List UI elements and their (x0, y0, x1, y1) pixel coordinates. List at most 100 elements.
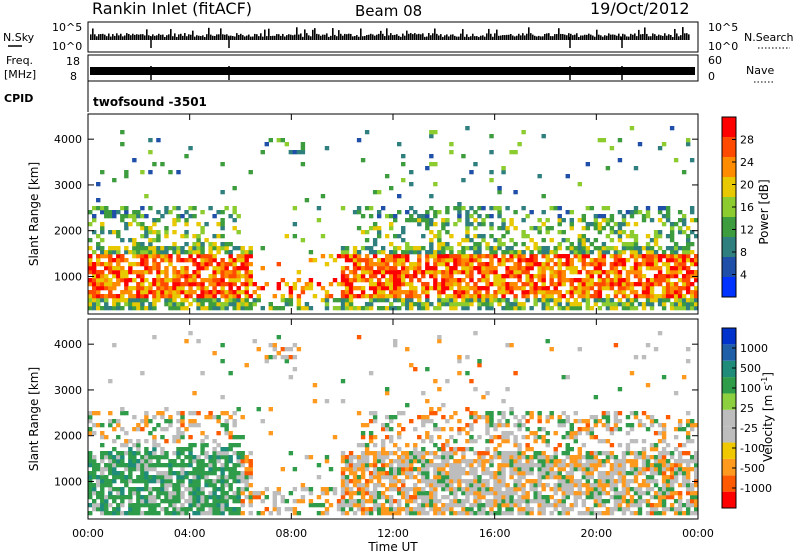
rti-cell (541, 435, 546, 440)
nsky-bar (578, 36, 580, 40)
rti-cell (665, 483, 671, 488)
rti-cell (453, 451, 458, 456)
rti-cell (449, 302, 454, 307)
rti-cell (517, 503, 522, 508)
rti-cell (348, 499, 354, 504)
rti-cell (593, 294, 599, 299)
rti-cell (689, 491, 695, 496)
rti-cell (661, 274, 667, 279)
nsky-bar (118, 35, 120, 40)
rti-cell (565, 302, 570, 307)
rti-cell (665, 274, 671, 279)
rti-cell (649, 467, 655, 472)
rti-cell (613, 250, 619, 255)
rti-cell (581, 290, 587, 295)
rti-cell (380, 443, 386, 448)
rti-cell (597, 250, 603, 255)
rti-cell (553, 503, 558, 508)
rti-cell (685, 499, 691, 504)
rti-cell (661, 475, 667, 480)
rti-cell (633, 166, 639, 171)
rti-cell (585, 427, 591, 432)
rti-cell (384, 463, 390, 468)
rti-cell (693, 463, 699, 468)
rti-cell (413, 210, 418, 215)
rti-cell (208, 467, 213, 472)
rti-cell (104, 511, 109, 516)
rti-cell (340, 294, 346, 299)
rti-cell (172, 306, 177, 311)
rti-cell (465, 511, 470, 516)
rti-cell (300, 495, 306, 500)
rti-cell (469, 254, 474, 259)
rti-cell (164, 234, 169, 239)
rti-cell (280, 298, 286, 303)
rti-cell (184, 487, 189, 492)
rti-cell (553, 290, 558, 295)
rti-cell (545, 250, 550, 255)
rti-cell (505, 306, 510, 311)
rti-cell (541, 210, 546, 215)
rti-cell (469, 379, 474, 384)
rti-cell (200, 463, 205, 468)
rti-cell (453, 294, 458, 299)
rti-cell (489, 298, 494, 303)
rti-cell (401, 226, 406, 231)
rti-cell (352, 467, 358, 472)
rti-cell (160, 294, 165, 299)
rti-cell (108, 479, 113, 484)
rti-cell (384, 258, 390, 263)
rti-cell (132, 451, 137, 456)
rti-cell (212, 246, 217, 251)
rti-cell (593, 270, 599, 275)
rti-cell (200, 507, 205, 512)
rti-cell (200, 447, 205, 452)
rti-cell (280, 499, 286, 504)
rti-cell (397, 447, 402, 452)
rti-cell (132, 246, 137, 251)
rti-cell (457, 282, 462, 287)
rti-cell (132, 503, 137, 508)
rti-cell (92, 455, 97, 460)
rti-cell (537, 230, 542, 235)
rti-cell (613, 222, 619, 227)
rti-cell (597, 483, 603, 488)
rti-cell (164, 286, 169, 291)
nsky-bar (620, 36, 622, 40)
rti-cell (589, 511, 595, 516)
rti-cell (112, 343, 117, 348)
rti-cell (104, 306, 109, 311)
rti-cell (473, 475, 478, 480)
rti-cell (621, 286, 627, 291)
rti-cell (316, 282, 322, 287)
rti-cell (641, 286, 647, 291)
rti-cell (196, 339, 201, 344)
rti-cell (669, 463, 675, 468)
rti-cell (388, 511, 394, 516)
rti-cell (449, 451, 454, 456)
rti-cell (405, 463, 410, 468)
rti-cell (180, 503, 185, 508)
rti-cell (372, 294, 378, 299)
rti-cell (196, 262, 201, 267)
rti-cell (677, 467, 683, 472)
rti-cell (673, 290, 679, 295)
rti-cell (136, 214, 141, 219)
rti-cell (549, 411, 554, 416)
rti-cell (100, 230, 105, 235)
rti-cell (172, 270, 177, 275)
rti-cell (200, 286, 205, 291)
rti-cell (537, 451, 542, 456)
rti-cell (549, 459, 554, 464)
rti-cell (497, 302, 502, 307)
rti-cell (372, 491, 378, 496)
rti-cell (649, 423, 655, 428)
rti-cell (328, 503, 334, 508)
rti-cell (537, 246, 542, 251)
rti-cell (180, 479, 185, 484)
rti-cell (609, 214, 615, 219)
nsky-bar (548, 33, 550, 40)
rti-cell (108, 250, 113, 255)
rti-cell (184, 455, 189, 460)
rti-cell (433, 222, 438, 227)
